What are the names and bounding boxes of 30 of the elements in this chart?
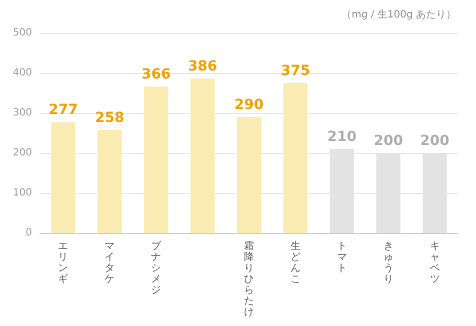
y-tick-label: 400 bbox=[12, 68, 32, 78]
x-tick-label: 霜降りひらたけ bbox=[244, 241, 254, 318]
x-tick-label: ブナシメジ bbox=[151, 240, 162, 296]
data-label: 290 bbox=[234, 97, 264, 113]
x-tick-label: 生どんこ bbox=[290, 240, 300, 285]
x-tick-label: きゅうり bbox=[383, 241, 394, 285]
x-tick-label: キャベツ bbox=[430, 241, 440, 285]
y-tick-label: 0 bbox=[26, 228, 32, 238]
bar bbox=[144, 86, 168, 233]
x-tick-label: エリンギ bbox=[58, 241, 68, 285]
bar bbox=[236, 117, 262, 233]
data-label: 200 bbox=[374, 133, 404, 149]
y-tick-label: 100 bbox=[12, 188, 32, 198]
bar bbox=[190, 78, 215, 233]
y-tick-label: 300 bbox=[12, 108, 32, 118]
data-label: 258 bbox=[95, 110, 124, 126]
bar bbox=[98, 130, 122, 233]
data-label: 375 bbox=[280, 63, 310, 79]
data-label: 200 bbox=[420, 133, 450, 149]
data-label: 210 bbox=[327, 129, 357, 145]
data-label: 386 bbox=[188, 58, 218, 75]
data-label: 366 bbox=[141, 66, 171, 83]
bar bbox=[51, 122, 76, 233]
y-tick-label: 200 bbox=[12, 148, 32, 158]
bar bbox=[283, 83, 308, 233]
x-tick-label: トマト bbox=[336, 241, 347, 274]
y-tick-label: 500 bbox=[12, 28, 32, 38]
x-tick-label: マイタケ bbox=[104, 241, 115, 285]
text: （mg / 生100g あたり） bbox=[342, 8, 456, 20]
data-label: 277 bbox=[48, 102, 78, 118]
